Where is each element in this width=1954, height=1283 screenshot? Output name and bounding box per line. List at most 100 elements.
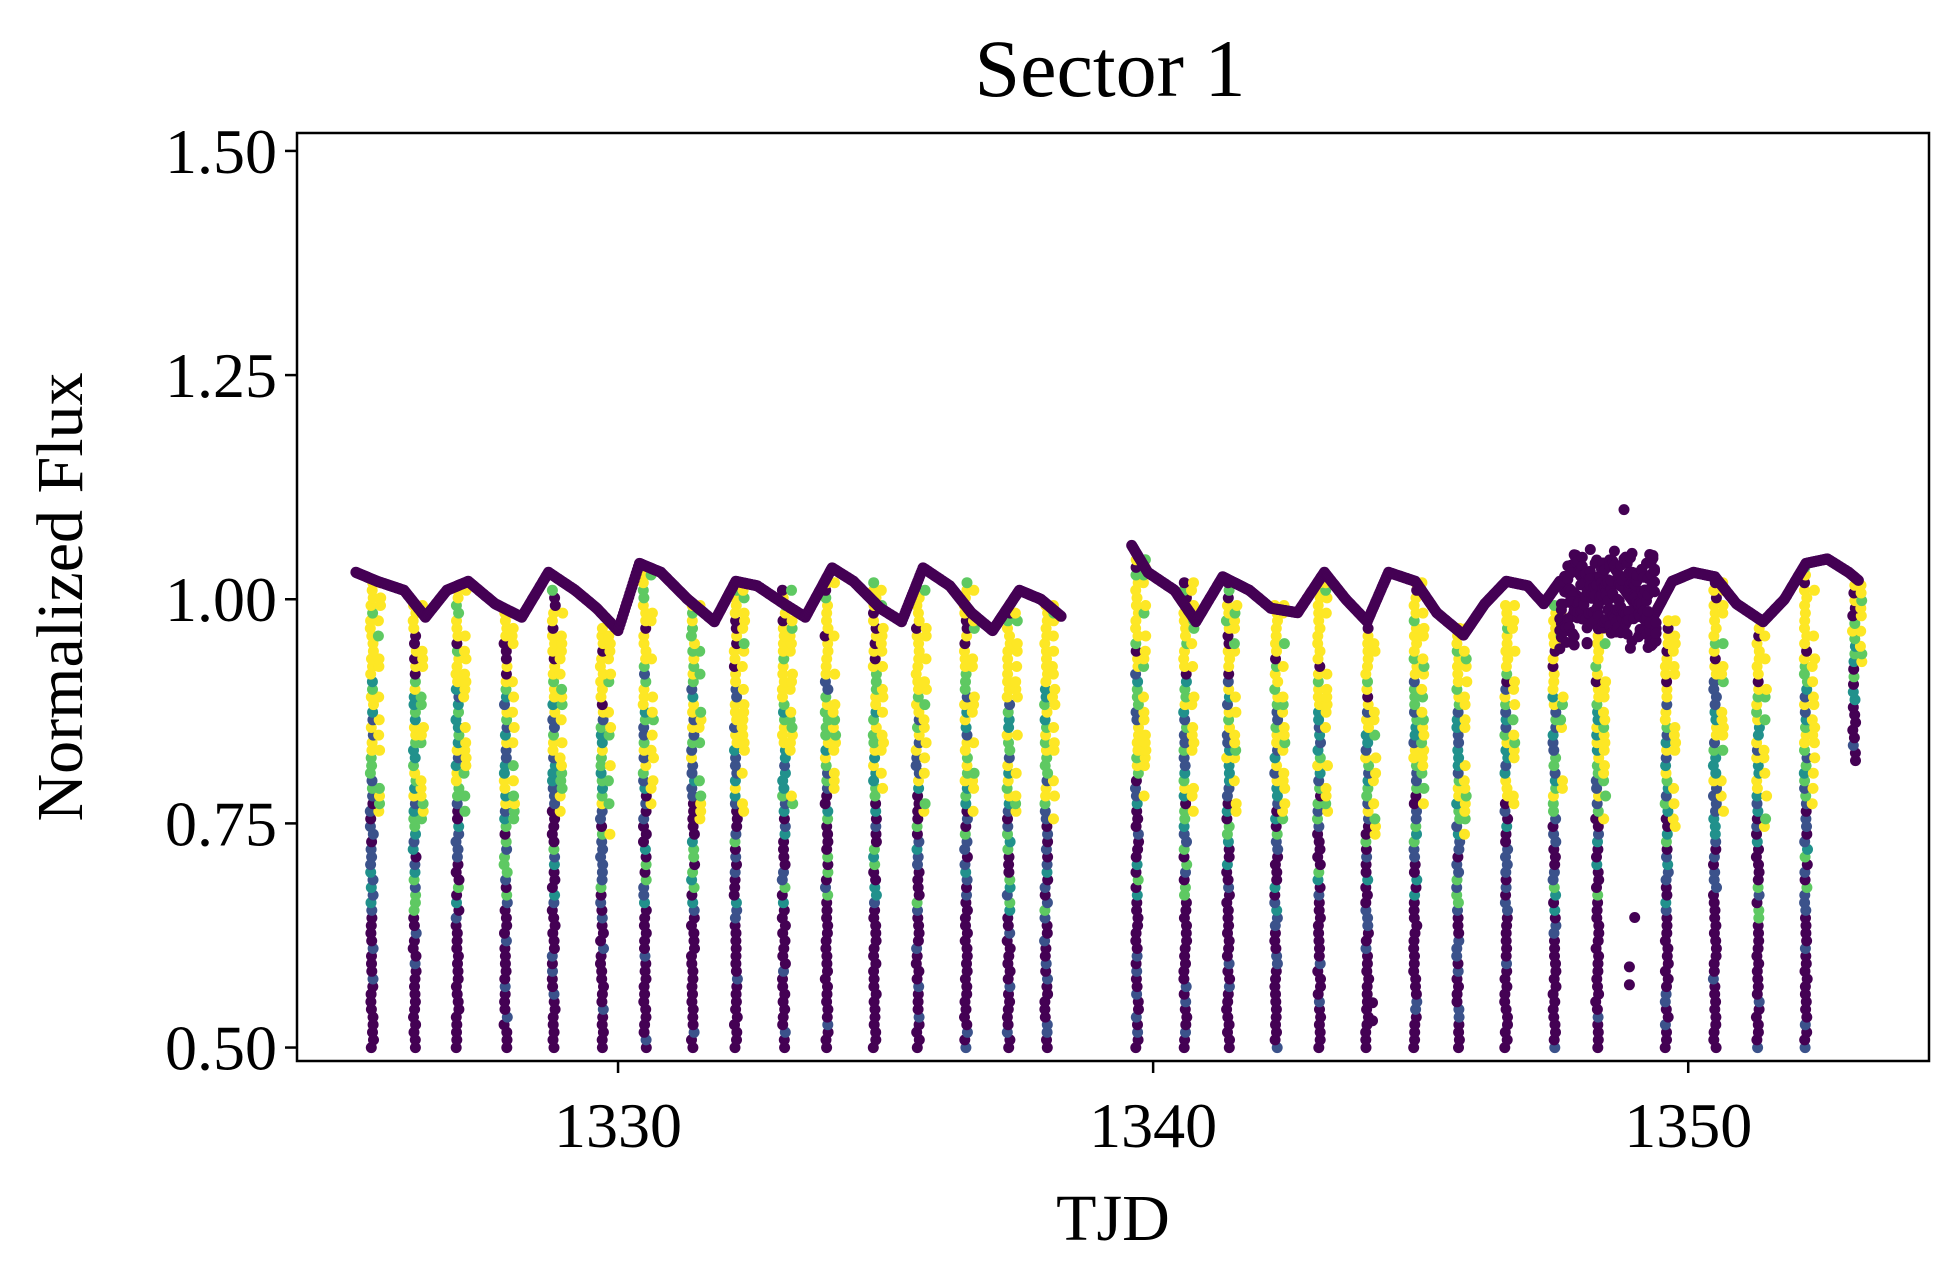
- data-point: [1138, 691, 1149, 703]
- data-point: [1459, 760, 1471, 772]
- data-point: [547, 1019, 559, 1031]
- data-point: [1548, 866, 1560, 878]
- data-point: [365, 866, 377, 878]
- data-point: [1669, 722, 1681, 733]
- data-point: [500, 683, 512, 695]
- data-point: [507, 622, 519, 634]
- data-point: [731, 904, 743, 916]
- data-point: [1360, 866, 1372, 878]
- data-point: [647, 691, 659, 703]
- data-point: [1799, 744, 1810, 756]
- data-point: [1409, 1034, 1421, 1046]
- data-point: [1048, 645, 1060, 657]
- data-point: [1130, 973, 1142, 985]
- data-point: [1140, 630, 1152, 642]
- data-point: [1855, 625, 1867, 637]
- data-point: [1459, 828, 1470, 840]
- data-point: [638, 691, 650, 703]
- data-point: [920, 737, 932, 749]
- data-point: [1011, 661, 1023, 672]
- data-point: [920, 653, 932, 665]
- data-point: [508, 790, 520, 802]
- data-point: [1046, 661, 1058, 672]
- data-point: [645, 744, 657, 756]
- data-point: [1459, 691, 1470, 703]
- data-point: [640, 1042, 652, 1054]
- data-point: [828, 767, 840, 779]
- data-point: [1047, 630, 1059, 642]
- data-point: [911, 828, 923, 840]
- data-point: [1138, 706, 1150, 718]
- data-point: [373, 782, 385, 794]
- data-point: [375, 592, 387, 604]
- data-point: [1649, 586, 1660, 598]
- data-point: [1003, 866, 1015, 878]
- data-point: [870, 828, 882, 840]
- data-point: [1717, 638, 1729, 650]
- data-point: [1230, 706, 1242, 718]
- data-point: [821, 615, 832, 627]
- data-point: [1320, 790, 1332, 802]
- data-point: [1368, 798, 1380, 810]
- data-point: [1229, 691, 1241, 703]
- data-point: [1459, 722, 1471, 733]
- data-point: [1556, 782, 1568, 794]
- data-point: [1229, 622, 1240, 634]
- data-point: [415, 691, 427, 703]
- data-point: [1500, 935, 1512, 947]
- data-point: [1808, 630, 1820, 642]
- data-point: [1041, 866, 1053, 878]
- data-point: [877, 782, 889, 794]
- data-point: [409, 714, 421, 726]
- data-point: [1626, 547, 1638, 559]
- data-point: [1598, 813, 1610, 825]
- data-point: [605, 668, 617, 680]
- data-point: [876, 729, 888, 741]
- data-point: [1592, 1034, 1604, 1046]
- data-point: [1368, 706, 1380, 718]
- data-point: [366, 912, 378, 924]
- data-point: [459, 722, 471, 733]
- data-point: [1010, 683, 1022, 695]
- data-point: [1277, 661, 1289, 672]
- data-point: [1547, 691, 1559, 703]
- data-point: [1593, 828, 1604, 840]
- data-point: [1856, 656, 1868, 668]
- data-point: [870, 805, 882, 817]
- data-point: [738, 638, 750, 650]
- data-point: [1313, 904, 1325, 916]
- data-point: [920, 630, 932, 642]
- data-point: [959, 683, 971, 695]
- data-point: [1458, 645, 1470, 657]
- data-point: [919, 798, 931, 810]
- data-point: [1568, 639, 1580, 651]
- data-point: [1312, 676, 1324, 688]
- data-point: [778, 722, 790, 733]
- data-point: [1661, 683, 1673, 695]
- data-point: [1717, 744, 1729, 756]
- data-point: [1507, 714, 1519, 726]
- data-point: [602, 775, 614, 787]
- data-point: [686, 615, 698, 627]
- data-point: [869, 904, 881, 916]
- data-point: [960, 798, 972, 810]
- data-point: [1650, 635, 1662, 647]
- data-point: [1416, 683, 1428, 695]
- data-point: [1230, 798, 1242, 810]
- data-point: [1668, 661, 1680, 672]
- data-point: [1041, 653, 1052, 665]
- data-point: [1807, 676, 1819, 688]
- data-point: [604, 828, 616, 840]
- data-point: [1461, 676, 1473, 688]
- data-point: [453, 828, 465, 840]
- data-point: [596, 622, 608, 634]
- data-point: [1417, 798, 1429, 810]
- data-point: [1509, 645, 1521, 657]
- data-point: [1809, 653, 1821, 665]
- data-point: [1759, 653, 1771, 665]
- data-point: [1223, 851, 1235, 863]
- data-point: [366, 958, 377, 970]
- data-point: [1752, 676, 1764, 688]
- data-point: [638, 737, 650, 749]
- data-point: [595, 767, 607, 779]
